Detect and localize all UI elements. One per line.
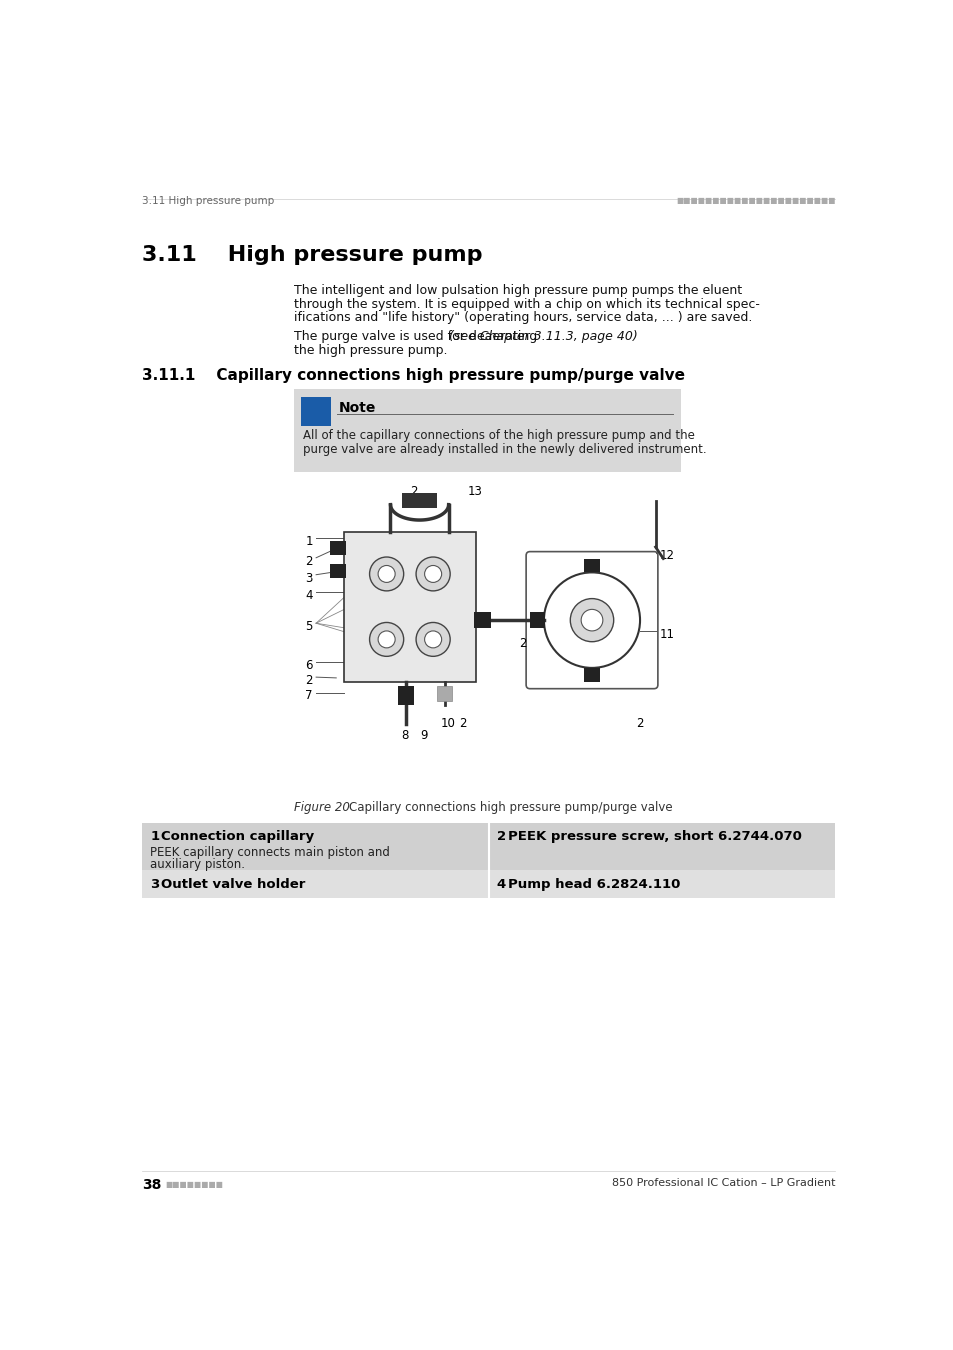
Circle shape (377, 566, 395, 582)
Text: ■■■■■■■■: ■■■■■■■■ (166, 1180, 224, 1189)
Text: The purge valve is used for deaerating: The purge valve is used for deaerating (294, 329, 540, 343)
Text: purge valve are already installed in the newly delivered instrument.: purge valve are already installed in the… (303, 443, 706, 456)
Text: i: i (313, 406, 319, 427)
Bar (583, 668, 599, 682)
Text: 12: 12 (659, 549, 674, 563)
Circle shape (424, 566, 441, 582)
Circle shape (580, 609, 602, 630)
Text: 3: 3 (150, 878, 159, 891)
Circle shape (543, 572, 639, 668)
Text: 4: 4 (305, 590, 313, 602)
Bar (402, 493, 436, 509)
Text: 38: 38 (142, 1179, 162, 1192)
Text: 2: 2 (458, 717, 466, 730)
Text: Outlet valve holder: Outlet valve holder (161, 878, 305, 891)
Bar (330, 541, 345, 555)
Text: 11: 11 (659, 628, 674, 641)
Text: 2: 2 (305, 555, 313, 568)
Text: through the system. It is equipped with a chip on which its technical spec-: through the system. It is equipped with … (294, 297, 759, 310)
Text: Capillary connections high pressure pump/purge valve: Capillary connections high pressure pump… (334, 801, 672, 814)
Text: The intelligent and low pulsation high pressure pump pumps the eluent: The intelligent and low pulsation high p… (294, 284, 741, 297)
Text: 9: 9 (419, 729, 427, 742)
Text: the high pressure pump.: the high pressure pump. (294, 344, 447, 356)
Text: 13: 13 (468, 486, 482, 498)
Text: 10: 10 (440, 717, 456, 730)
Bar (530, 613, 545, 628)
Bar (583, 559, 599, 572)
Text: 5: 5 (305, 620, 313, 633)
Text: PEEK capillary connects main piston and: PEEK capillary connects main piston and (150, 845, 390, 859)
Text: 2: 2 (497, 830, 505, 844)
Text: PEEK pressure screw, short 6.2744.070: PEEK pressure screw, short 6.2744.070 (507, 830, 801, 844)
Text: 2: 2 (518, 637, 526, 651)
Text: 2: 2 (636, 717, 643, 730)
Bar (142, 822, 835, 871)
Text: 3.11 High pressure pump: 3.11 High pressure pump (142, 196, 274, 207)
Text: 2: 2 (305, 674, 313, 687)
Bar (330, 564, 345, 578)
Text: ■■■■■■■■■■■■■■■■■■■■■■: ■■■■■■■■■■■■■■■■■■■■■■ (675, 196, 835, 205)
Text: 4: 4 (497, 878, 505, 891)
Circle shape (416, 622, 450, 656)
Text: Connection capillary: Connection capillary (161, 830, 314, 844)
Bar (142, 871, 835, 898)
Bar (344, 532, 476, 682)
Text: 3: 3 (305, 571, 313, 585)
Bar (294, 389, 680, 472)
Text: 2: 2 (410, 486, 416, 498)
Circle shape (377, 630, 395, 648)
Circle shape (570, 598, 613, 641)
Text: Note: Note (338, 401, 375, 416)
Text: 8: 8 (401, 729, 408, 742)
Text: 1: 1 (305, 536, 313, 548)
Text: auxiliary piston.: auxiliary piston. (150, 859, 245, 871)
FancyBboxPatch shape (525, 552, 658, 688)
Text: 7: 7 (305, 690, 313, 702)
Text: Figure 20: Figure 20 (294, 801, 349, 814)
Text: 3.11    High pressure pump: 3.11 High pressure pump (142, 246, 482, 265)
Text: ifications and "life history" (operating hours, service data, ... ) are saved.: ifications and "life history" (operating… (294, 312, 751, 324)
Bar (301, 397, 331, 427)
Text: 850 Professional IC Cation – LP Gradient: 850 Professional IC Cation – LP Gradient (611, 1179, 835, 1188)
Circle shape (424, 630, 441, 648)
Text: 6: 6 (305, 659, 313, 672)
Circle shape (416, 558, 450, 591)
Circle shape (369, 558, 403, 591)
Text: 1: 1 (150, 830, 159, 844)
Bar (474, 613, 491, 628)
Text: All of the capillary connections of the high pressure pump and the: All of the capillary connections of the … (303, 429, 694, 443)
Circle shape (369, 622, 403, 656)
Bar (397, 686, 414, 705)
Bar (436, 686, 452, 701)
Text: 3.11.1    Capillary connections high pressure pump/purge valve: 3.11.1 Capillary connections high pressu… (142, 369, 685, 383)
Text: Pump head 6.2824.110: Pump head 6.2824.110 (507, 878, 679, 891)
Text: (see Chapter 3.11.3, page 40): (see Chapter 3.11.3, page 40) (448, 329, 637, 343)
